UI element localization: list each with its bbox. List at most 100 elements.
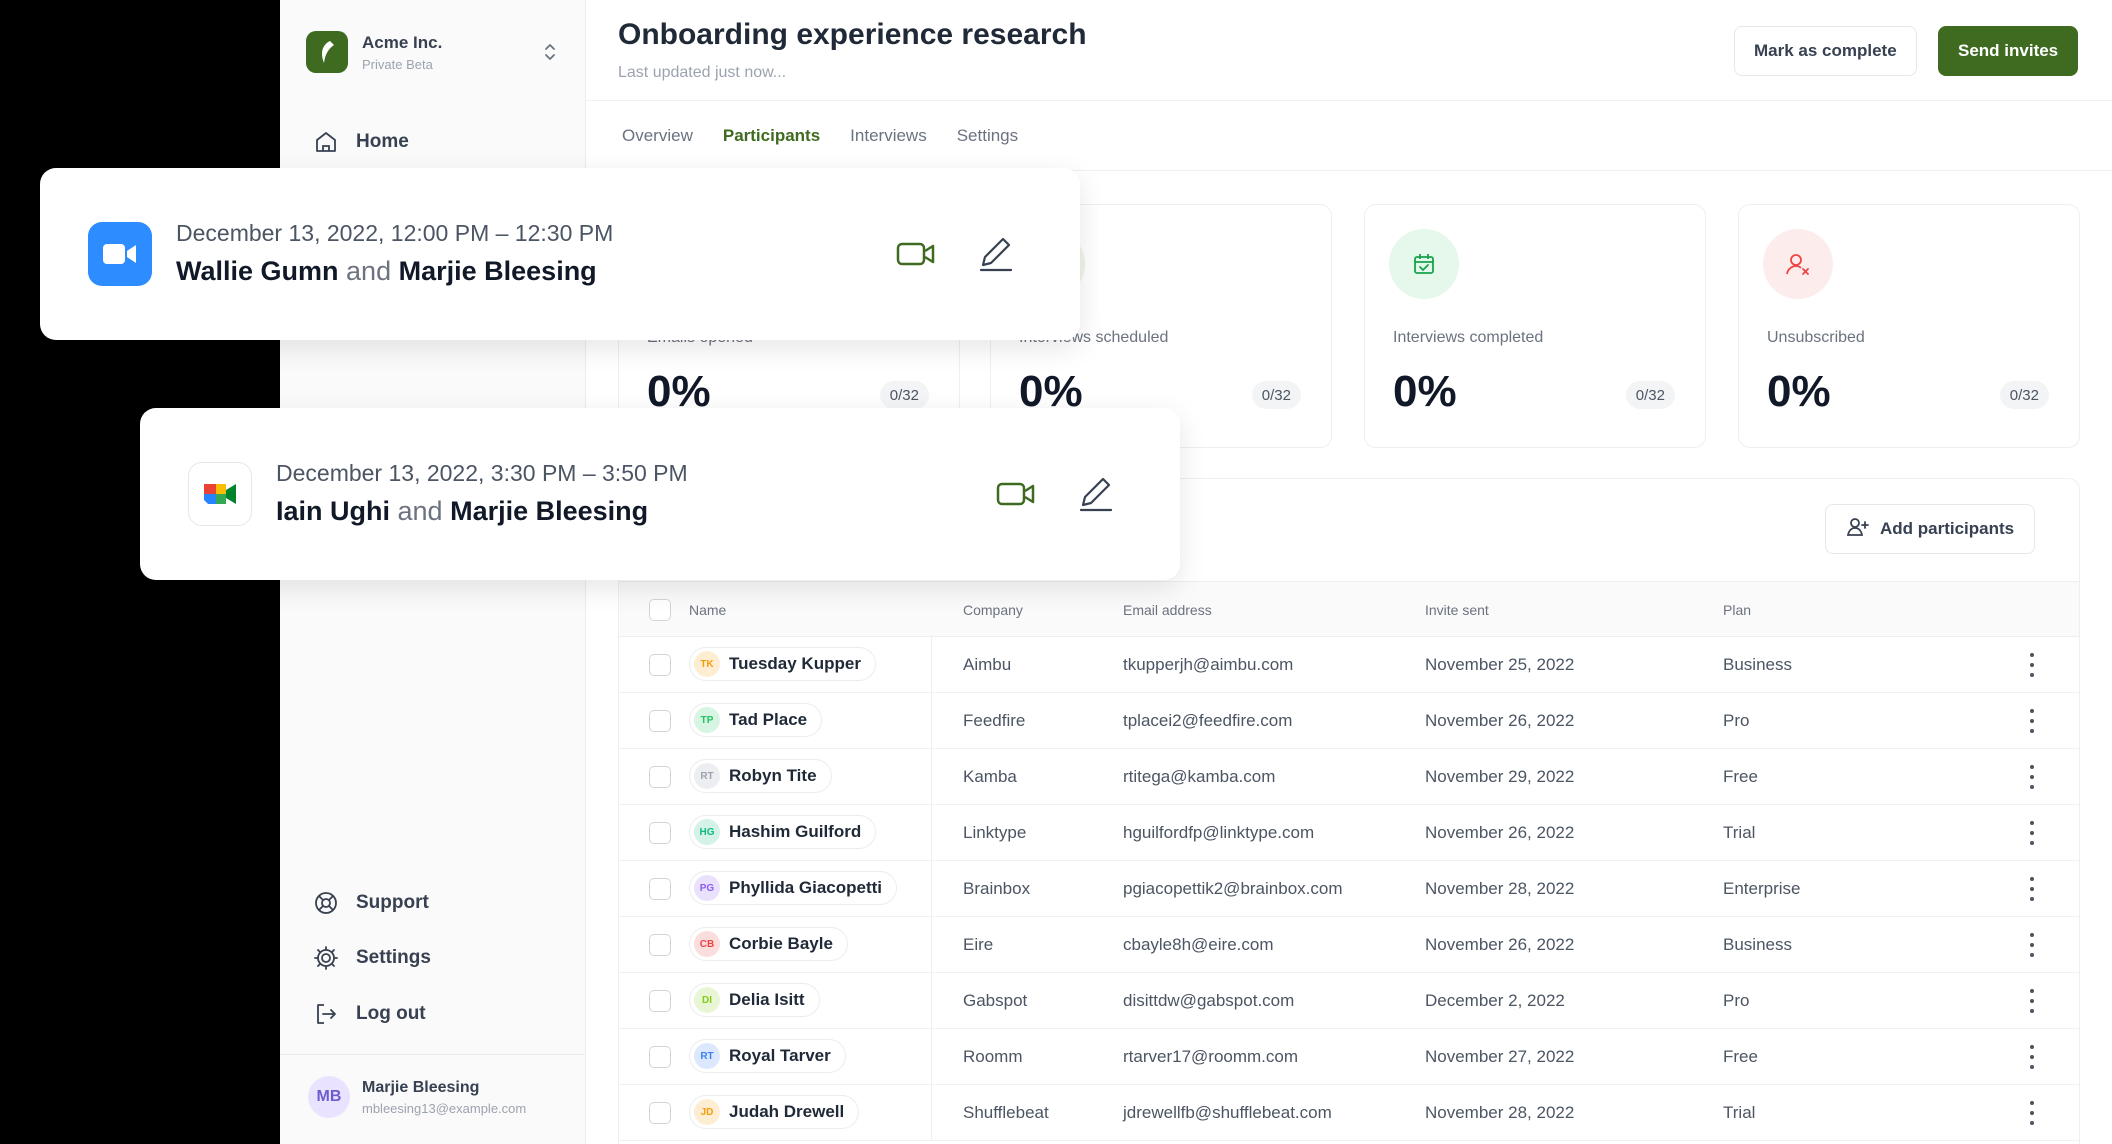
column-divider [931,1085,932,1140]
table-row[interactable]: TP Tad Place Feedfire tplacei2@feedfire.com… [619,693,2079,749]
participant-name: Judah Drewell [729,1102,845,1121]
more-options-icon[interactable] [2029,933,2035,957]
send-invites-button[interactable]: Send invites [1938,26,2079,76]
page-title: Onboarding experience research [618,18,1087,51]
stat-card-unsubscribed: Unsubscribed 0% 0/32 [1738,204,2080,448]
column-header-company[interactable]: Company [963,602,1023,618]
more-options-icon[interactable] [2029,1101,2035,1125]
participant-email: rtarver17@roomm.com [1123,1047,1299,1066]
column-divider [931,637,932,692]
participant-name: Hashim Guilford [729,822,862,841]
stat-count-badge: 0/32 [1625,381,1675,409]
tab-overview[interactable]: Overview [622,126,693,145]
column-header-plan[interactable]: Plan [1723,602,1752,618]
table-row[interactable]: DI Delia Isitt Gabspot disittdw@gabspot.com… [619,973,2079,1029]
pencil-icon[interactable] [974,232,1018,276]
table-row[interactable]: CB Corbie Bayle Eire cbayle8h@eire.com Novem… [619,917,2079,973]
sidebar-item-logout[interactable]: Log out [312,994,426,1034]
participant-email: jdrewellfb@shufflebeat.com [1123,1103,1332,1122]
org-logo [306,31,348,73]
home-icon [312,128,340,156]
row-checkbox[interactable] [649,990,671,1012]
event-joiner: and [346,256,392,286]
event-card-google-meet[interactable]: December 13, 2022, 3:30 PM – 3:50 PM Iai… [140,408,1180,580]
row-checkbox[interactable] [649,654,671,676]
participant-chip[interactable]: CB Corbie Bayle [689,927,848,961]
participant-chip[interactable]: TK Tuesday Kupper [689,647,876,681]
event-joiner: and [397,496,443,526]
tabs-divider [586,170,2112,171]
participant-chip[interactable]: DI Delia Isitt [689,983,820,1017]
participant-chip[interactable]: RT Royal Tarver [689,1039,846,1073]
row-checkbox[interactable] [649,710,671,732]
sidebar-item-support[interactable]: Support [312,883,429,923]
participant-plan: Pro [1723,991,1750,1010]
add-participants-label: Add participants [1880,519,2015,538]
user-x-icon [1763,229,1833,299]
more-options-icon[interactable] [2029,877,2035,901]
participant-chip[interactable]: JD Judah Drewell [689,1095,860,1129]
stat-value: 0% [1019,367,1083,416]
row-checkbox[interactable] [649,822,671,844]
participant-avatar: RT [694,1043,720,1069]
participant-company: Roomm [963,1047,1023,1066]
more-options-icon[interactable] [2029,1045,2035,1069]
participant-chip[interactable]: HG Hashim Guilford [689,815,877,849]
pencil-icon[interactable] [1074,472,1118,516]
participant-plan: Pro [1723,711,1750,730]
stat-card-interviews-completed: Interviews completed 0% 0/32 [1364,204,1706,448]
event-person: Iain Ughi [276,496,390,526]
tab-settings[interactable]: Settings [956,126,1019,145]
participant-chip[interactable]: RT Robyn Tite [689,759,832,793]
event-time: December 13, 2022, 3:30 PM – 3:50 PM [276,460,688,486]
participant-company: Shufflebeat [963,1103,1049,1122]
table-row[interactable]: TK Tuesday Kupper Aimbu tkupperjh@aimbu.com… [619,637,2079,693]
add-participants-button[interactable]: Add participants [1825,504,2036,554]
participant-avatar: PG [694,875,720,901]
stat-count-badge: 0/32 [1999,381,2049,409]
participant-plan: Enterprise [1723,879,1801,898]
lifebuoy-icon [312,889,340,917]
sidebar-item-home[interactable]: Home [312,122,409,162]
table-row[interactable]: HG Hashim Guilford Linktype hguilfordfp@lin… [619,805,2079,861]
user-profile[interactable]: MB Marjie Bleesing mbleesing13@example.c… [308,1076,526,1118]
participant-avatar: HG [694,819,720,845]
table-row[interactable]: RT Royal Tarver Roomm rtarver17@roomm.com No… [619,1029,2079,1085]
more-options-icon[interactable] [2029,765,2035,789]
table-row[interactable]: RT Robyn Tite Kamba rtitega@kamba.com Novemb… [619,749,2079,805]
participant-invite-sent: December 2, 2022 [1425,991,1565,1010]
row-checkbox[interactable] [649,934,671,956]
tab-participants[interactable]: Participants [722,126,821,145]
event-person: Marjie Bleesing [398,256,597,286]
column-divider [931,861,932,916]
column-divider [931,805,932,860]
column-header-email[interactable]: Email address [1123,602,1212,618]
sidebar-item-settings[interactable]: Settings [312,938,431,978]
table-row[interactable]: PG Phyllida Giacopetti Brainbox pgiacopetti… [619,861,2079,917]
event-card-zoom[interactable]: December 13, 2022, 12:00 PM – 12:30 PM W… [40,168,1080,340]
participant-chip[interactable]: PG Phyllida Giacopetti [689,871,898,905]
row-checkbox[interactable] [649,878,671,900]
row-checkbox[interactable] [649,766,671,788]
chevron-up-down-icon [540,39,560,65]
more-options-icon[interactable] [2029,653,2035,677]
column-header-invite-sent[interactable]: Invite sent [1425,602,1489,618]
table-row[interactable]: JD Judah Drewell Shufflebeat jdrewellfb@shu… [619,1085,2079,1141]
more-options-icon[interactable] [2029,821,2035,845]
video-camera-icon[interactable] [994,472,1038,516]
org-switcher[interactable]: Acme Inc. Private Beta [306,30,560,74]
more-options-icon[interactable] [2029,709,2035,733]
stat-value: 0% [647,367,711,416]
participant-email: tkupperjh@aimbu.com [1123,655,1294,674]
row-checkbox[interactable] [649,1102,671,1124]
participant-company: Linktype [963,823,1027,842]
column-header-name[interactable]: Name [689,602,727,618]
row-checkbox[interactable] [649,1046,671,1068]
logout-icon [312,1000,340,1028]
more-options-icon[interactable] [2029,989,2035,1013]
mark-complete-button[interactable]: Mark as complete [1734,26,1917,76]
video-camera-icon[interactable] [894,232,938,276]
tab-interviews[interactable]: Interviews [850,126,927,145]
participant-chip[interactable]: TP Tad Place [689,703,823,737]
select-all-checkbox[interactable] [649,599,671,621]
